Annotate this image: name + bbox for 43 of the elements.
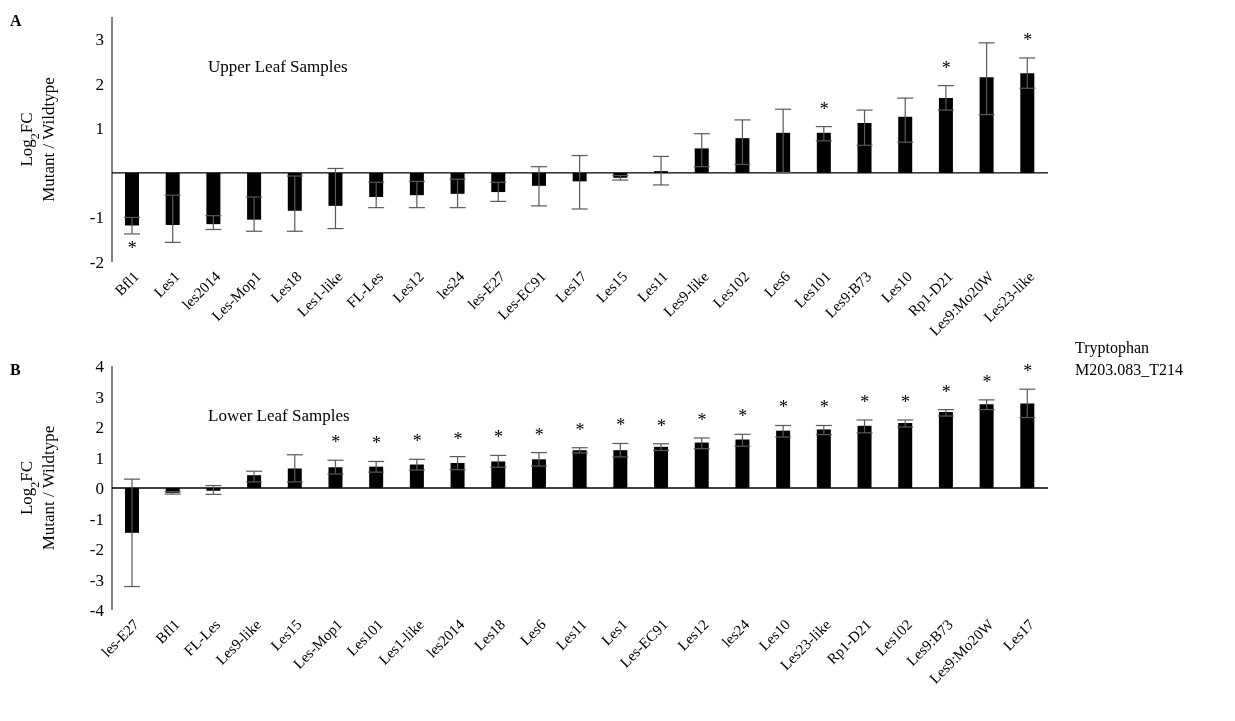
- text: A: [10, 12, 22, 30]
- y-tick-label: -1: [89, 509, 104, 529]
- annotation: *: [819, 98, 829, 119]
- annotation: *: [697, 409, 707, 430]
- y-tick-label: -3: [89, 570, 104, 590]
- x-tick-label: Bfl1: [152, 616, 183, 647]
- annotation: *: [1023, 361, 1033, 382]
- y-tick-label: 1: [95, 119, 104, 139]
- annotation: *: [901, 391, 911, 412]
- text: Upper Leaf Samples: [208, 57, 348, 76]
- annotation: *: [412, 431, 422, 452]
- y-tick-label: 0: [95, 479, 104, 499]
- annotation: *: [941, 381, 951, 402]
- y-tick-label: -2: [89, 253, 104, 273]
- y-tick-label: 1: [95, 448, 104, 468]
- y-tick-label: -1: [89, 208, 104, 228]
- y-tick-label: 3: [95, 387, 104, 407]
- y-tick-label: 2: [95, 418, 104, 438]
- annotation: *: [494, 427, 504, 448]
- annotation: *: [656, 415, 666, 436]
- annotation: *: [738, 406, 748, 427]
- annotation: *: [941, 57, 951, 78]
- annotation: *: [534, 424, 544, 445]
- annotation: *: [982, 371, 992, 392]
- annotation: *: [778, 397, 788, 418]
- annotation: *: [1023, 29, 1033, 50]
- annotation: *: [860, 391, 870, 412]
- y-tick-label: 4: [95, 357, 105, 377]
- y-tick-label: 3: [95, 30, 104, 50]
- text: Lower Leaf Samples: [208, 406, 350, 425]
- annotation: *: [616, 415, 626, 436]
- annotation: *: [453, 428, 463, 449]
- annotation: *: [331, 432, 341, 453]
- annotation: *: [575, 419, 585, 440]
- text: B: [10, 361, 21, 379]
- x-tick-label: Bfl1: [111, 268, 142, 299]
- annotation: *: [127, 237, 137, 258]
- y-tick-label: 2: [95, 74, 104, 94]
- text: Tryptophan M203.083_T214: [1075, 338, 1183, 380]
- annotation: *: [819, 397, 829, 418]
- annotation: *: [372, 433, 382, 454]
- y-tick-label: -4: [89, 601, 105, 621]
- y-tick-label: -2: [89, 540, 104, 560]
